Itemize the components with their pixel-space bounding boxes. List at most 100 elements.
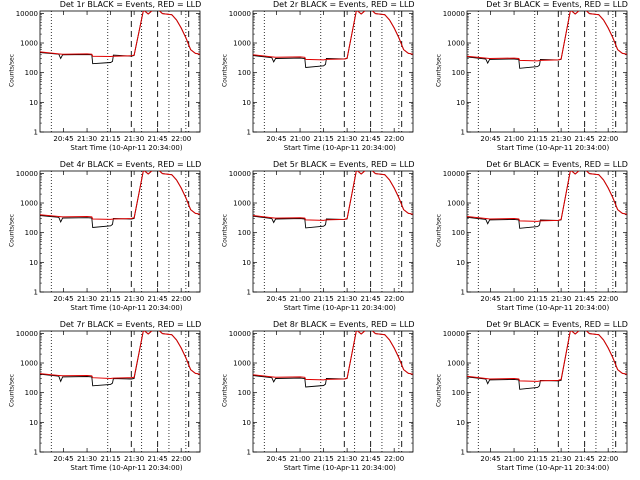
x-tick-label: 21:45	[574, 455, 594, 463]
series-group	[466, 11, 627, 69]
x-tick-label: 21:45	[148, 295, 168, 303]
x-tick-label: 21:45	[148, 135, 168, 143]
x-tick-label: 21:30	[77, 135, 97, 143]
y-tick-label: 100	[451, 389, 464, 397]
y-tick-label: 10000	[229, 170, 251, 178]
y-tick-label: 1000	[20, 360, 38, 368]
x-tick-label: 21:30	[337, 295, 357, 303]
plot-frame	[39, 170, 201, 293]
series-group	[253, 11, 414, 68]
y-axis-label: Counts/sec	[8, 373, 16, 408]
x-tick-label: 21:00	[504, 135, 524, 143]
y-tick-label: 1000	[20, 200, 38, 208]
x-tick-label: 21:15	[314, 295, 334, 303]
x-tick-label: 20:45	[267, 295, 287, 303]
events-series-line	[40, 331, 200, 387]
x-tick-label: 21:30	[551, 135, 571, 143]
y-tick-label: 10000	[442, 330, 464, 338]
panel-title: Det 6r BLACK = Events, RED = LLD	[486, 160, 628, 169]
y-tick-label: 10	[242, 99, 251, 107]
plot-frame	[39, 10, 201, 133]
x-tick-label: 21:30	[337, 455, 357, 463]
plot-frame	[39, 330, 201, 453]
series-group	[40, 331, 200, 387]
x-axis-label: Start Time (10-Apr-11 20:34:00)	[70, 144, 183, 152]
y-axis-label: Counts/sec	[221, 373, 229, 408]
y-tick-label: 10	[242, 259, 251, 267]
y-axis-label: Counts/sec	[8, 53, 16, 88]
y-tick-label: 10000	[16, 330, 38, 338]
y-tick-label: 1	[460, 289, 464, 297]
y-tick-label: 1	[34, 289, 38, 297]
x-tick-label: 21:15	[100, 135, 120, 143]
x-tick-label: 21:00	[290, 295, 310, 303]
y-tick-label: 1000	[233, 200, 251, 208]
y-tick-label: 10000	[442, 170, 464, 178]
x-tick-label: 22:00	[384, 135, 404, 143]
lld-series-line	[253, 331, 414, 381]
y-axis-label: Counts/sec	[435, 213, 443, 248]
x-tick-label: 21:45	[361, 135, 381, 143]
x-axis-label: Start Time (10-Apr-11 20:34:00)	[497, 144, 610, 152]
y-tick-label: 1	[247, 129, 251, 137]
x-axis-label: Start Time (10-Apr-11 20:34:00)	[283, 144, 396, 152]
y-tick-label: 10	[456, 259, 465, 267]
detector-panel-3: 1 10 100 1000 10000 20:45 21:00 21:15 21:30 21:45…	[427, 0, 640, 160]
lld-series-line	[466, 171, 627, 222]
x-tick-label: 21:45	[361, 295, 381, 303]
y-tick-label: 100	[25, 69, 38, 77]
series-group	[253, 171, 414, 229]
y-tick-label: 1	[247, 289, 251, 297]
x-tick-label: 21:15	[314, 135, 334, 143]
y-tick-label: 1000	[447, 40, 465, 48]
y-tick-label: 10000	[16, 170, 38, 178]
y-axis-label: Counts/sec	[221, 53, 229, 88]
x-tick-label: 21:30	[337, 135, 357, 143]
x-tick-label: 20:45	[53, 295, 73, 303]
lld-series-line	[466, 11, 627, 62]
x-tick-label: 22:00	[171, 135, 191, 143]
x-tick-label: 21:45	[574, 295, 594, 303]
x-tick-label: 21:30	[551, 455, 571, 463]
y-axis-label: Counts/sec	[221, 213, 229, 248]
x-tick-label: 21:30	[124, 455, 144, 463]
panel-title: Det 8r BLACK = Events, RED = LLD	[273, 320, 415, 329]
lld-series-line	[466, 331, 627, 382]
panel-title: Det 5r BLACK = Events, RED = LLD	[273, 160, 415, 169]
x-tick-label: 21:15	[314, 455, 334, 463]
x-axis-label: Start Time (10-Apr-11 20:34:00)	[497, 464, 610, 472]
x-tick-label: 21:15	[527, 295, 547, 303]
plot-frame	[466, 170, 627, 293]
panel-title: Det 9r BLACK = Events, RED = LLD	[486, 320, 628, 329]
y-tick-label: 1000	[233, 40, 251, 48]
y-tick-label: 1000	[447, 200, 465, 208]
y-tick-label: 10	[29, 419, 38, 427]
lld-series-line	[40, 171, 200, 220]
plot-frame	[466, 10, 627, 133]
plot-frame	[252, 330, 414, 453]
detector-panel-5: 1 10 100 1000 10000 20:45 21:00 21:15 21:30 21:45…	[213, 160, 426, 320]
x-tick-label: 21:00	[504, 455, 524, 463]
plot-frame	[252, 10, 414, 133]
x-tick-label: 20:45	[53, 455, 73, 463]
x-tick-label: 21:45	[574, 135, 594, 143]
y-tick-label: 100	[451, 69, 464, 77]
y-axis-label: Counts/sec	[8, 213, 16, 248]
x-tick-label: 21:45	[361, 455, 381, 463]
lld-series-line	[253, 11, 414, 61]
x-tick-label: 21:15	[527, 135, 547, 143]
panel-title: Det 1r BLACK = Events, RED = LLD	[59, 0, 202, 9]
y-tick-label: 1	[460, 129, 464, 137]
x-tick-label: 22:00	[598, 295, 618, 303]
detector-panel-4: 1 10 100 1000 10000 20:45 21:30 21:15 21:30 21:45…	[0, 160, 213, 320]
x-tick-label: 21:30	[551, 295, 571, 303]
